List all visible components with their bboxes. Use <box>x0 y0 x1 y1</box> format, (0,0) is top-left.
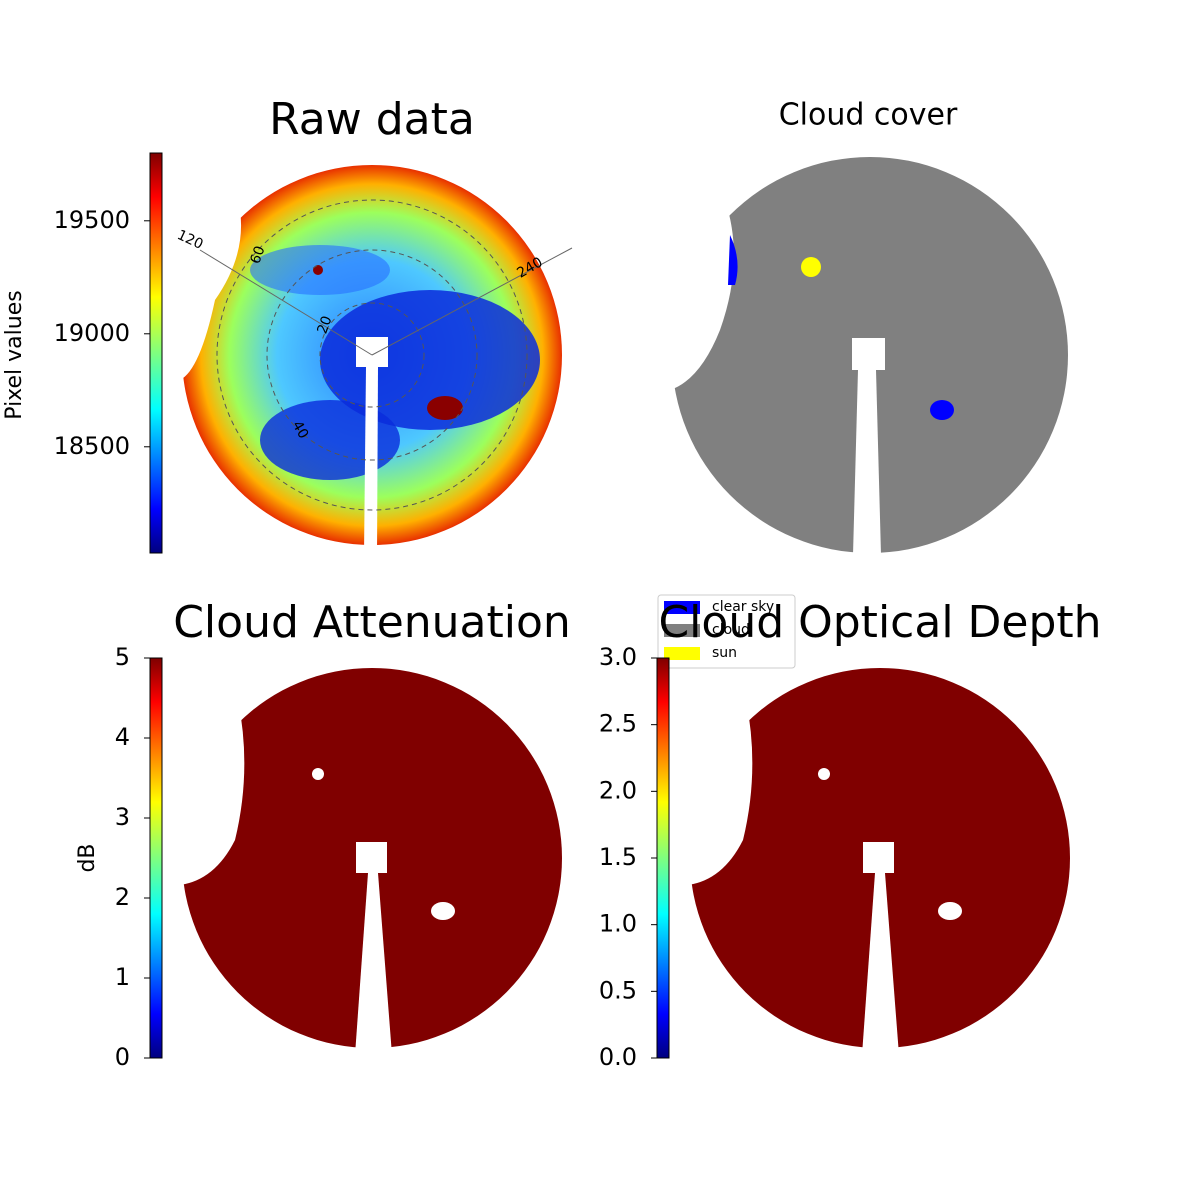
chart-title: Raw data <box>269 94 475 145</box>
legend-swatch <box>664 647 700 660</box>
colorbar-tick-label: 2 <box>115 883 130 911</box>
raw-image <box>180 165 573 555</box>
colorbar-tick-label: 19000 <box>54 319 130 347</box>
polar-label: 20 <box>314 314 335 336</box>
colorbar-tick-label: 2.5 <box>599 710 637 738</box>
legend-label: sun <box>712 645 737 661</box>
colorbar-tick-label: 0.0 <box>599 1043 637 1071</box>
legend-swatch <box>664 601 700 614</box>
optical-depth-image <box>678 650 1070 1055</box>
colorbar <box>149 152 163 554</box>
attenuation-image <box>170 650 562 1055</box>
chart-title: Cloud cover <box>779 98 958 133</box>
colorbar-tick-label: 2.0 <box>599 776 637 804</box>
cloud-cover-image <box>660 150 1068 555</box>
colorbar-tick-label: 3.0 <box>599 643 637 671</box>
colorbar-tick-label: 3 <box>115 803 130 831</box>
polar-label: 40 <box>289 418 312 441</box>
colorbar-tick-label: 0 <box>115 1043 130 1071</box>
legend-swatch <box>664 624 700 637</box>
polar-label: 60 <box>247 244 268 266</box>
colorbar <box>656 657 670 1059</box>
legend-label: clear sky <box>712 599 774 615</box>
chart-title: Cloud Optical Depth <box>658 597 1101 648</box>
colorbar-label: dB <box>75 843 100 872</box>
chart-title: Cloud Attenuation <box>173 597 571 648</box>
legend-label: cloud <box>712 622 750 638</box>
colorbar-tick-label: 1 <box>115 963 130 991</box>
colorbar-tick-label: 0.5 <box>599 976 637 1004</box>
colorbar-tick-label: 4 <box>115 723 130 751</box>
colorbar <box>149 657 163 1059</box>
colorbar-tick-label: 18500 <box>54 432 130 460</box>
colorbar-tick-label: 5 <box>115 643 130 671</box>
colorbar-label: Pixel values <box>2 290 27 419</box>
colorbar-tick-label: 1.5 <box>599 843 637 871</box>
colorbar-tick-label: 19500 <box>54 206 130 234</box>
colorbar-tick-label: 1.0 <box>599 910 637 938</box>
